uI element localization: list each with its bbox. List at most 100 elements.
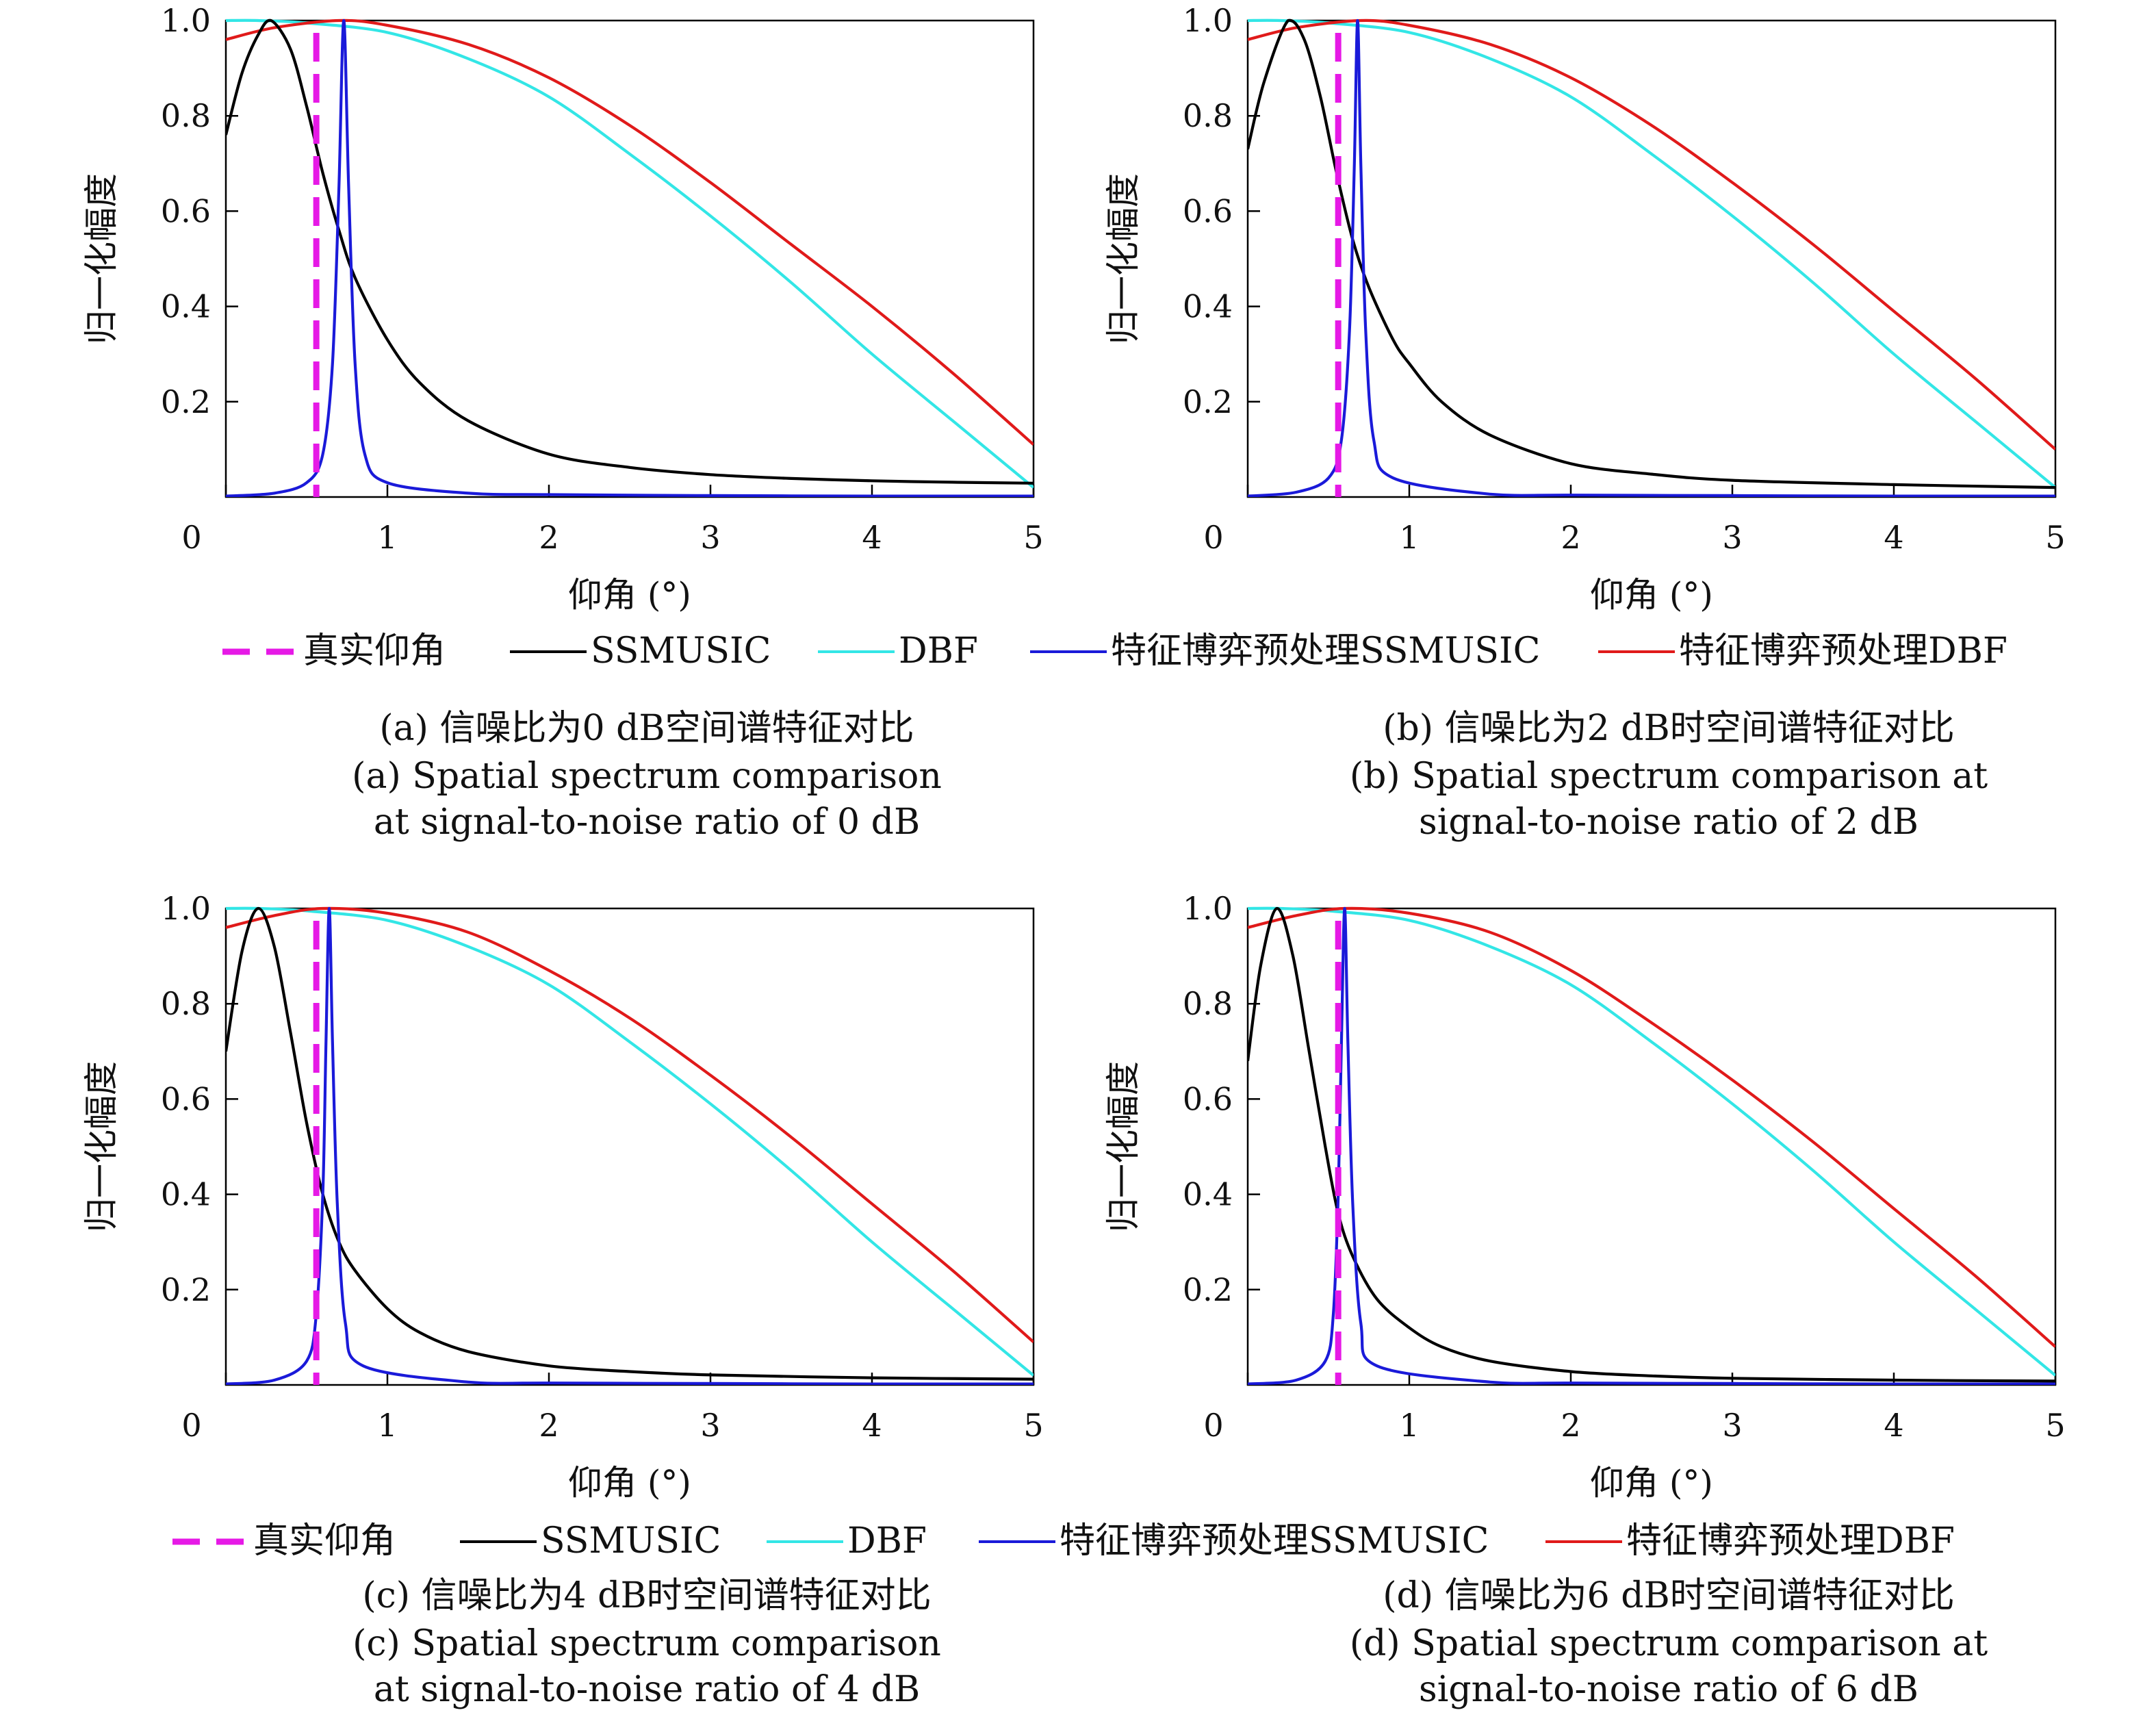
y-tick-label: 1.0 (161, 890, 211, 927)
legend-label: DBF (847, 1520, 927, 1562)
legend-row-1: 真实仰角 SSMUSIC DBF 特征博弈预处理SSMUSIC 特征博弈预处理DBF (222, 631, 2007, 672)
series-line-pre-ssmusic (1248, 18, 2055, 497)
chart-panel-c: 0.2 0.4 0.6 0.8 1.0 0 1 2 3 4 5 仰角 (°) 归一化幅度 (c) 信噪比为… (81, 890, 1044, 1710)
legend-item: SSMUSIC (510, 631, 771, 672)
plot-area (226, 18, 1034, 497)
series-line-pre-ssmusic (1248, 906, 2055, 1385)
y-tick-label: 0.6 (161, 192, 211, 229)
series-line-pre-dbf (1248, 906, 2055, 1348)
y-tick-label: 0.8 (1183, 985, 1233, 1022)
legend-label: 特征博弈预处理DBF (1679, 631, 2007, 672)
legend-label: 特征博弈预处理DBF (1626, 1520, 1955, 1562)
plot-frame (224, 907, 1035, 1386)
x-tick-label: 5 (2045, 1407, 2065, 1444)
y-tick-label: 0.2 (1183, 383, 1233, 420)
series-line-pre-dbf (226, 18, 1034, 446)
series-line-ssmusic (1248, 18, 2055, 489)
plot-area (226, 906, 1034, 1385)
x-tick-label: 1 (1399, 1407, 1419, 1444)
series-line-ssmusic (1248, 906, 2055, 1383)
legend-item: 特征博弈预处理DBF (1545, 1520, 1955, 1562)
legend-item: 真实仰角 (222, 631, 446, 672)
x-tick-label: 2 (539, 1407, 559, 1444)
caption-en-line1: (b) Spatial spectrum comparison at (1350, 756, 1988, 797)
legend-label: 真实仰角 (303, 631, 446, 672)
y-tick-label: 0.2 (1183, 1271, 1233, 1308)
caption-cn: (d) 信噪比为6 dB时空间谱特征对比 (1383, 1575, 1955, 1616)
y-tick-label: 0.6 (1183, 192, 1233, 229)
series-line-pre-dbf (226, 906, 1034, 1343)
x-tick-label: 4 (1884, 1407, 1903, 1444)
y-axis-label: 归一化幅度 (81, 1061, 121, 1232)
x-tick-label: 3 (1722, 1407, 1742, 1444)
x-tick-label: 2 (539, 519, 559, 556)
x-tick-label: 4 (862, 1407, 882, 1444)
y-tick-label: 0.2 (161, 1271, 211, 1308)
legend-item: 特征博弈预处理DBF (1598, 631, 2007, 672)
caption-en-line1: (a) Spatial spectrum comparison (352, 756, 942, 797)
x-tick-label: 1 (377, 1407, 397, 1444)
legend-item: 特征博弈预处理SSMUSIC (979, 1520, 1489, 1562)
series-line-ssmusic (226, 906, 1034, 1381)
x-tick-label: 0 (181, 519, 201, 556)
y-tick-label: 0.8 (1183, 97, 1233, 134)
x-axis-label: 仰角 (°) (1590, 1463, 1713, 1503)
series-line-pre-ssmusic (226, 906, 1034, 1385)
caption-en-line2: at signal-to-noise ratio of 4 dB (374, 1669, 920, 1710)
plot-frame (224, 19, 1035, 498)
y-tick-label: 0.2 (161, 383, 211, 420)
y-tick-label: 0.6 (161, 1080, 211, 1117)
legend-row-2: 真实仰角 SSMUSIC DBF 特征博弈预处理SSMUSIC 特征博弈预处理DBF (172, 1520, 1955, 1562)
legend-item: 真实仰角 (172, 1520, 396, 1562)
x-tick-label: 2 (1561, 519, 1580, 556)
y-axis-label: 归一化幅度 (1103, 173, 1143, 344)
y-tick-label: 1.0 (1183, 890, 1233, 927)
series-line-dbf (1248, 906, 2055, 1377)
legend-label: 真实仰角 (253, 1520, 396, 1562)
y-axis-label: 归一化幅度 (1103, 1061, 1143, 1232)
y-tick-label: 0.4 (161, 1176, 211, 1213)
caption-en-line1: (c) Spatial spectrum comparison (352, 1623, 941, 1664)
x-tick-label: 0 (181, 1407, 201, 1444)
legend-label: DBF (899, 631, 978, 672)
y-tick-label: 1.0 (1183, 2, 1233, 39)
x-tick-label: 1 (1399, 519, 1419, 556)
y-tick-label: 0.4 (1183, 1176, 1233, 1213)
y-tick-label: 0.4 (1183, 288, 1233, 325)
plot-area (1248, 906, 2055, 1385)
y-tick-label: 0.8 (161, 985, 211, 1022)
y-tick-label: 0.8 (161, 97, 211, 134)
chart-panel-b: 0.2 0.4 0.6 0.8 1.0 0 1 2 3 4 5 仰角 (°) 归一化幅度 (b) 信噪比为… (1103, 2, 2066, 843)
x-tick-label: 0 (1203, 1407, 1223, 1444)
series-line-ssmusic (226, 18, 1034, 485)
plot-frame (1246, 907, 2057, 1386)
x-tick-label: 4 (1884, 519, 1903, 556)
chart-panel-d: 0.2 0.4 0.6 0.8 1.0 0 1 2 3 4 5 仰角 (°) 归一化幅度 (d) 信噪比为… (1103, 890, 2066, 1710)
plot-frame (1246, 19, 2057, 498)
y-axis-label: 归一化幅度 (81, 173, 121, 344)
x-axis-label: 仰角 (°) (568, 1463, 691, 1503)
legend-item: 特征博弈预处理SSMUSIC (1030, 631, 1540, 672)
series-line-pre-ssmusic (226, 18, 1034, 497)
x-tick-label: 0 (1203, 519, 1223, 556)
series-line-dbf (1248, 18, 2055, 489)
x-tick-label: 3 (700, 519, 720, 556)
x-tick-label: 1 (377, 519, 397, 556)
y-tick-label: 1.0 (161, 2, 211, 39)
x-axis-label: 仰角 (°) (1590, 575, 1713, 615)
x-tick-label: 3 (1722, 519, 1742, 556)
x-tick-label: 5 (1023, 519, 1043, 556)
legend-label: 特征博弈预处理SSMUSIC (1060, 1520, 1489, 1562)
legend-item: DBF (818, 631, 978, 672)
caption-en-line2: signal-to-noise ratio of 2 dB (1419, 802, 1918, 843)
legend-item: DBF (767, 1520, 927, 1562)
plot-area (1248, 18, 2055, 497)
caption-cn: (a) 信噪比为0 dB空间谱特征对比 (379, 708, 914, 749)
x-tick-label: 3 (700, 1407, 720, 1444)
x-tick-label: 4 (862, 519, 882, 556)
x-tick-label: 5 (2045, 519, 2065, 556)
x-axis-label: 仰角 (°) (568, 575, 691, 615)
caption-en-line2: signal-to-noise ratio of 6 dB (1419, 1669, 1918, 1710)
caption-en-line1: (d) Spatial spectrum comparison at (1350, 1623, 1988, 1664)
